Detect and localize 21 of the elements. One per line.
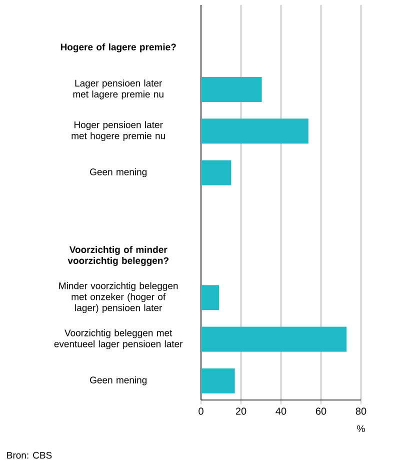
y-tick-label: Voorzichtig beleggen met eventueel lager pensioen later <box>54 329 183 350</box>
text: Bron: CBS <box>7 452 52 459</box>
x-tick-label: 80 <box>356 408 366 415</box>
y-tick-label: Geen mening <box>90 168 147 178</box>
bar <box>201 326 347 352</box>
y-tick-label: Voorzichtig of minder voorzichtig beleggen? <box>68 246 168 266</box>
x-axis-title: % <box>357 425 365 432</box>
bar <box>201 160 232 186</box>
x-tick-label: 20 <box>236 408 246 415</box>
x-tick-label: 40 <box>276 408 286 415</box>
x-tick-label: 60 <box>316 408 326 415</box>
bar <box>201 118 308 144</box>
y-tick-label: Geen mening <box>90 376 147 386</box>
bar <box>201 285 219 310</box>
bar <box>201 77 262 102</box>
y-tick-label: Hoger pensioen later met hogere premie nu <box>72 121 165 142</box>
y-tick-label: Hogere of lagere premie? <box>60 43 176 52</box>
x-tick-label: 0 <box>198 408 204 415</box>
bar <box>201 368 235 394</box>
y-tick-label: Lager pensioen later met lagere premie nu <box>73 80 164 100</box>
y-tick-label: Minder voorzichtig beleggen met onzeker (hoger of lager) pensioen later <box>59 282 178 314</box>
